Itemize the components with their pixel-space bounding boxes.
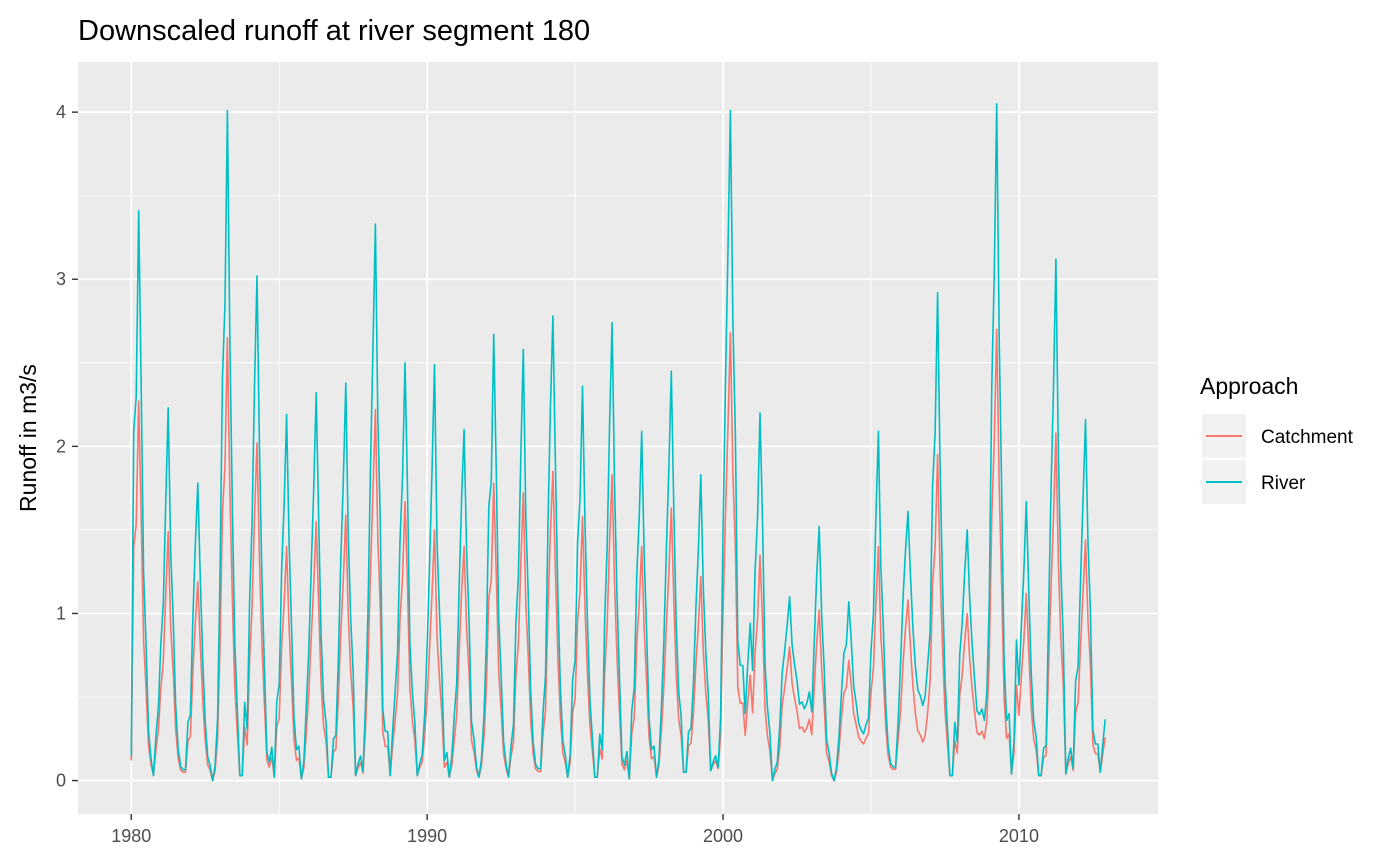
y-tick-label: 0 bbox=[56, 771, 66, 791]
x-tick-label: 1980 bbox=[111, 826, 151, 846]
x-tick-label: 2000 bbox=[703, 826, 743, 846]
y-axis-title: Runoff in m3/s bbox=[15, 364, 41, 512]
y-tick-label: 3 bbox=[56, 269, 66, 289]
chart-title: Downscaled runoff at river segment 180 bbox=[78, 15, 590, 47]
legend-label-catchment: Catchment bbox=[1261, 427, 1354, 448]
y-tick-label: 2 bbox=[56, 436, 66, 456]
axes: 1980 1990 2000 2010 0 1 2 3 4 bbox=[56, 102, 1039, 846]
legend: Approach Catchment River bbox=[1200, 373, 1354, 504]
y-tick-label: 4 bbox=[56, 102, 66, 122]
y-tick-label: 1 bbox=[56, 603, 66, 623]
legend-title: Approach bbox=[1200, 373, 1298, 399]
series-lines bbox=[130, 103, 1106, 782]
catchment-series-line bbox=[130, 328, 1106, 782]
legend-label-river: River bbox=[1261, 473, 1306, 494]
x-tick-label: 1990 bbox=[407, 826, 447, 846]
river-series-line bbox=[130, 103, 1106, 782]
x-tick-label: 2010 bbox=[999, 826, 1039, 846]
